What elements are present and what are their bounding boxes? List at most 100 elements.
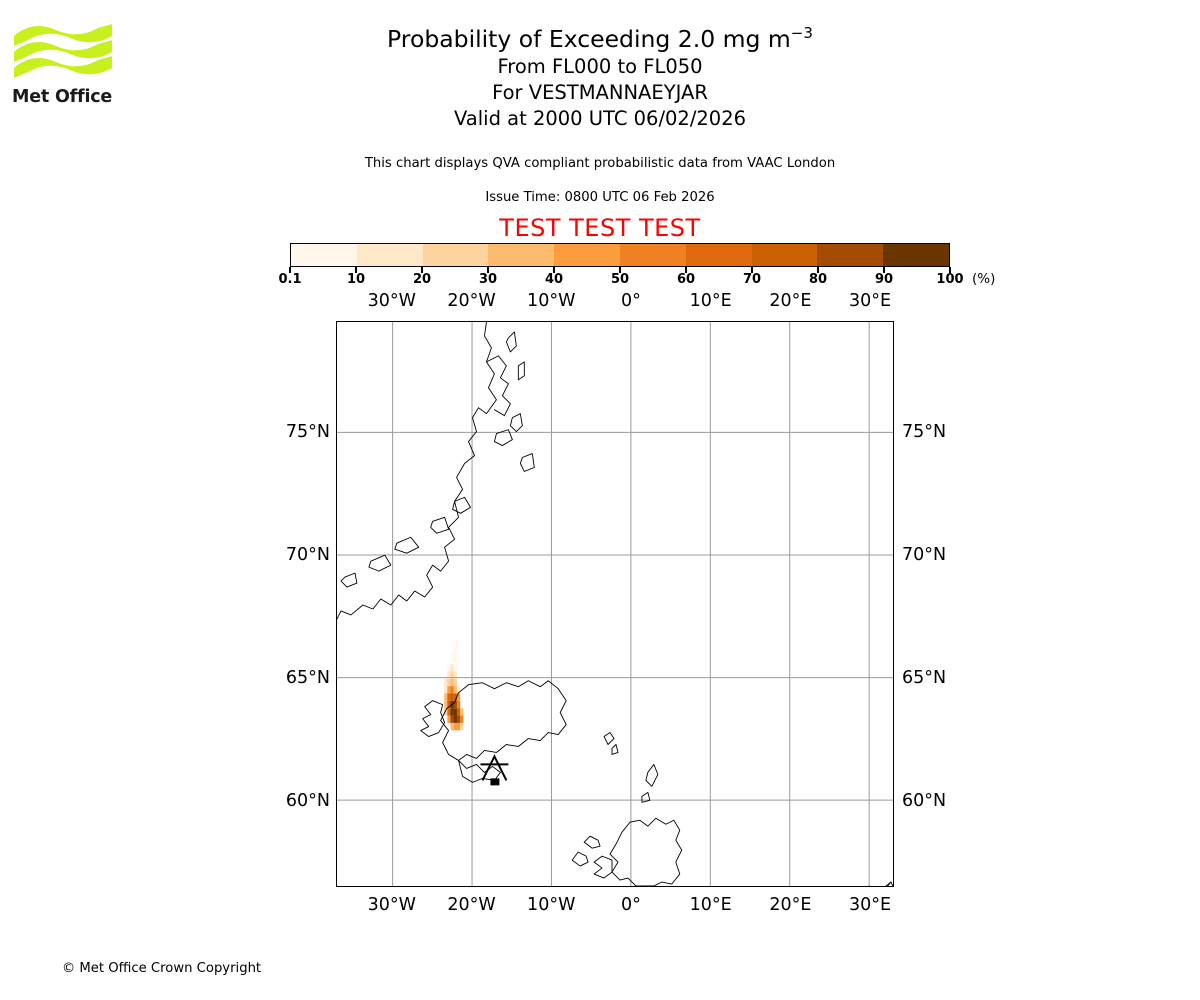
ash-cell-28: [453, 708, 458, 716]
ash-cell-3: [447, 671, 451, 679]
lat-label-right-60: 60°N: [902, 790, 947, 811]
colorbar-tick-label-40: 40: [544, 272, 564, 287]
colorbar-tick-label-20: 20: [412, 272, 432, 287]
map-gridlines: [337, 322, 893, 886]
ash-cell-13: [453, 686, 458, 694]
subtitle-volcano: For VESTMANNAEYJAR: [492, 81, 708, 104]
colorbar-tick-70: [751, 267, 753, 273]
lon-label-bottom-20: 20°E: [769, 895, 812, 915]
colorbar-tick-0.1: [289, 267, 291, 273]
ash-cell-10: [444, 686, 448, 694]
ash-cell-25: [444, 708, 448, 716]
ash-cell-16: [447, 693, 451, 701]
colorbar-tick-label-60: 60: [676, 272, 696, 287]
colorbar-tick-80: [817, 267, 819, 273]
ash-cell-7: [447, 678, 451, 687]
colorbar-band-6: [685, 244, 752, 266]
colorbar-tick-10: [355, 267, 357, 273]
lon-label-bottom-0: 0°: [620, 895, 641, 915]
lon-label-bottom-30: 30°E: [849, 895, 892, 915]
ash-cell-12: [450, 686, 454, 694]
colorbar-tick-label-50: 50: [610, 272, 630, 287]
ash-cell-39: [460, 722, 464, 731]
colorbar-tick-100: [949, 267, 951, 273]
colorbar-tick-labels: 0.1 10 20 30 40 50 60 70 80 90 100: [278, 272, 963, 290]
ash-cell-35: [460, 715, 464, 723]
ash-cell-34: [456, 715, 461, 723]
colorbar-band-9: [883, 244, 949, 266]
met-office-wave-mark: [14, 24, 112, 78]
ash-cell-11: [447, 686, 451, 694]
page-title: Probability of Exceeding 2.0 mg m−3: [130, 24, 1070, 54]
colorbar-tick-label-90: 90: [874, 272, 894, 287]
colorbar-band-2: [422, 244, 489, 266]
ash-cell-6: [444, 678, 448, 687]
issue-time: Issue Time: 0800 UTC 06 Feb 2026: [485, 190, 715, 205]
ash-cell-24: [456, 700, 461, 709]
ash-cell-42: [453, 646, 458, 655]
colorbar-band-0: [291, 244, 357, 266]
colorbar-tick-40: [553, 267, 555, 273]
lon-label-bottom--30: 30°W: [367, 895, 416, 915]
colorbar-bands: [290, 243, 950, 267]
lon-label-top-30: 30°E: [849, 291, 892, 311]
lon-label-bottom-10: 10°E: [689, 895, 732, 915]
colorbar-tick-90: [883, 267, 885, 273]
ash-cell-14: [456, 686, 461, 694]
qva-disclaimer: This chart displays QVA compliant probab…: [364, 156, 836, 171]
ash-cell-27: [450, 708, 454, 716]
title-block: Probability of Exceeding 2.0 mg m−3 From…: [130, 24, 1070, 132]
colorbar-tick-60: [685, 267, 687, 273]
ash-cell-43: [455, 639, 459, 647]
met-office-logo: Met Office: [12, 22, 122, 114]
subtitle-valid-time: Valid at 2000 UTC 06/02/2026: [453, 107, 747, 130]
ash-cell-32: [450, 715, 454, 723]
lat-label-left-65: 65°N: [285, 667, 330, 688]
colorbar-tick-20: [421, 267, 423, 273]
colorbar-tick-50: [619, 267, 621, 273]
ash-cell-37: [453, 722, 458, 731]
lat-label-right-70: 70°N: [902, 544, 947, 565]
ash-cell-26: [447, 708, 451, 716]
colorbar-band-1: [356, 244, 423, 266]
lon-label-top--10: 10°W: [527, 291, 576, 311]
page-title-exponent: −3: [790, 24, 813, 43]
page-title-text: Probability of Exceeding 2.0 mg m: [387, 25, 791, 53]
probability-colorbar: 0.1 10 20 30 40 50 60 70 80 90 100: [278, 243, 964, 287]
ash-cell-17: [450, 693, 454, 701]
ash-cell-29: [456, 708, 461, 716]
ash-cell-31: [447, 715, 451, 723]
ash-cell-33: [453, 715, 458, 723]
ash-cell-36: [450, 722, 454, 731]
map-plot-area[interactable]: [336, 321, 894, 887]
copyright-notice: © Met Office Crown Copyright: [62, 961, 262, 976]
ash-cell-4: [450, 671, 454, 679]
met-office-logo-text: Met Office: [12, 87, 113, 107]
colorbar-unit-label: (%): [972, 271, 996, 287]
lat-label-right-65: 65°N: [902, 667, 947, 688]
lon-label-top-20: 20°E: [769, 291, 812, 311]
colorbar-tick-label-30: 30: [478, 272, 498, 287]
test-banner: TEST TEST TEST: [499, 214, 701, 242]
colorbar-tick-label-80: 80: [808, 272, 828, 287]
ash-probability-cells: [444, 639, 464, 731]
ash-cell-15: [444, 693, 448, 701]
lat-label-right-75: 75°N: [902, 421, 947, 442]
colorbar-tick-30: [487, 267, 489, 273]
lon-label-top-10: 10°E: [689, 291, 732, 311]
ash-cell-19: [456, 693, 461, 701]
ash-cell-23: [453, 700, 458, 709]
ash-cell-20: [444, 700, 448, 709]
ash-cell-2: [453, 664, 458, 672]
ash-cell-9: [453, 678, 458, 687]
lon-label-top--20: 20°W: [447, 291, 496, 311]
colorbar-ticks: [289, 267, 951, 274]
lat-label-left-60: 60°N: [285, 790, 330, 811]
ash-cell-8: [450, 678, 454, 687]
lat-label-left-75: 75°N: [285, 421, 330, 442]
colorbar-band-4: [554, 244, 620, 266]
colorbar-band-7: [751, 244, 818, 266]
lon-label-top-0: 0°: [620, 291, 641, 311]
ash-cell-38: [456, 722, 461, 731]
ash-cell-21: [447, 700, 451, 709]
